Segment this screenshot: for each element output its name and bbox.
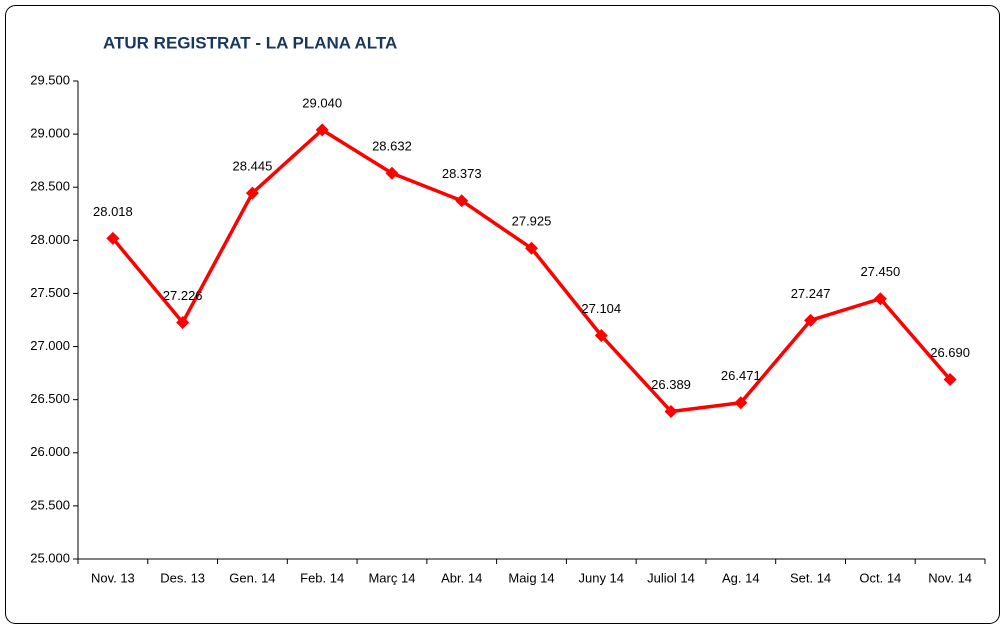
x-tick-label: Ag. 14 xyxy=(722,570,760,585)
x-tick-label: Maig 14 xyxy=(508,570,554,585)
x-tick-label: Oct. 14 xyxy=(859,570,901,585)
data-point xyxy=(385,166,399,180)
data-point xyxy=(245,186,259,200)
data-point xyxy=(594,329,608,343)
data-label: 28.445 xyxy=(233,159,273,174)
data-label: 27.226 xyxy=(163,288,203,303)
data-label: 28.632 xyxy=(372,139,412,154)
chart-title: ATUR REGISTRAT - LA PLANA ALTA xyxy=(103,33,397,52)
data-point xyxy=(804,313,818,327)
x-tick-label: Des. 13 xyxy=(160,570,205,585)
y-tick-label: 29.500 xyxy=(30,72,70,87)
data-point xyxy=(664,404,678,418)
data-point xyxy=(943,372,957,386)
data-label: 26.389 xyxy=(651,377,691,392)
data-point xyxy=(873,292,887,306)
y-tick-label: 27.000 xyxy=(30,338,70,353)
x-tick-label: Abr. 14 xyxy=(441,570,482,585)
y-tick-label: 25.000 xyxy=(30,550,70,565)
data-label: 27.104 xyxy=(581,301,621,316)
y-tick-label: 28.500 xyxy=(30,179,70,194)
x-tick-label: Nov. 14 xyxy=(928,570,972,585)
data-point xyxy=(106,231,120,245)
data-point xyxy=(734,396,748,410)
data-label: 26.690 xyxy=(930,345,970,360)
x-tick-label: Juliol 14 xyxy=(647,570,695,585)
y-tick-label: 29.000 xyxy=(30,126,70,141)
x-tick-label: Gen. 14 xyxy=(229,570,275,585)
y-tick-label: 25.500 xyxy=(30,497,70,512)
data-label: 28.018 xyxy=(93,204,133,219)
data-label: 27.925 xyxy=(512,214,552,229)
x-tick-label: Feb. 14 xyxy=(300,570,344,585)
x-tick-label: Nov. 13 xyxy=(91,570,135,585)
y-tick-label: 26.500 xyxy=(30,391,70,406)
x-tick-label: Març 14 xyxy=(368,570,415,585)
x-tick-label: Set. 14 xyxy=(790,570,831,585)
data-label: 26.471 xyxy=(721,368,761,383)
chart-border xyxy=(5,5,1000,624)
data-point xyxy=(315,123,329,137)
data-point xyxy=(525,241,538,255)
x-tick-label: Juny 14 xyxy=(578,570,624,585)
y-tick-label: 28.000 xyxy=(30,232,70,247)
data-label: 28.373 xyxy=(442,166,482,181)
data-label: 29.040 xyxy=(302,95,342,110)
y-tick-label: 26.000 xyxy=(30,444,70,459)
data-label: 27.247 xyxy=(791,286,831,301)
data-point xyxy=(455,194,469,208)
data-label: 27.450 xyxy=(860,264,900,279)
y-tick-label: 27.500 xyxy=(30,285,70,300)
data-point xyxy=(176,316,190,330)
